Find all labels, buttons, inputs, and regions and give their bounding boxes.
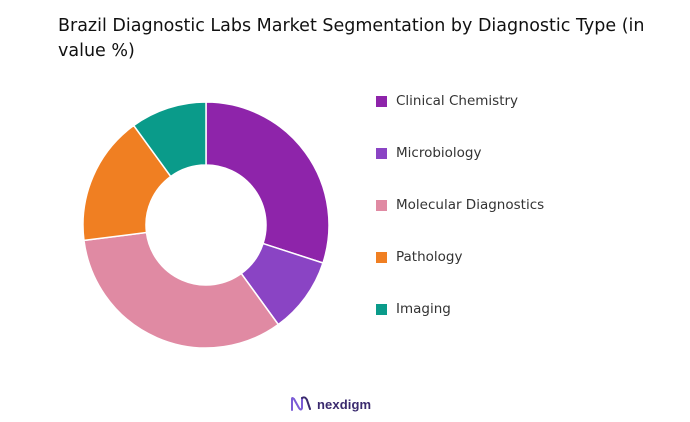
legend-label: Microbiology xyxy=(396,145,482,161)
legend-item-imaging: Imaging xyxy=(376,299,544,319)
brand-mark: nexdigm xyxy=(290,396,371,412)
nexdigm-logo-icon xyxy=(291,396,311,411)
donut-slice-molecular-diagnostics xyxy=(83,231,280,349)
legend-label: Imaging xyxy=(396,301,451,317)
chart-legend: Clinical Chemistry Microbiology Molecular … xyxy=(376,91,544,319)
legend-label: Molecular Diagnostics xyxy=(396,197,545,213)
legend-swatch xyxy=(376,147,387,159)
legend-item-pathology: Pathology xyxy=(376,247,544,267)
legend-swatch xyxy=(376,199,387,211)
legend-label: Clinical Chemistry xyxy=(396,93,519,109)
legend-label: Pathology xyxy=(396,249,463,265)
legend-item-molecular-diagnostics: Molecular Diagnostics xyxy=(376,195,544,215)
legend-swatch xyxy=(376,303,387,315)
legend-item-microbiology: Microbiology xyxy=(376,143,544,163)
donut-slice-clinical-chemistry xyxy=(205,101,330,264)
donut-slice-pathology xyxy=(82,124,172,242)
brand-name: nexdigm xyxy=(317,396,372,412)
legend-swatch xyxy=(376,95,387,107)
chart-title: Brazil Diagnostic Labs Market Segmentati… xyxy=(58,16,645,61)
donut-slice-imaging xyxy=(132,101,207,178)
legend-swatch xyxy=(376,251,387,263)
legend-item-clinical-chemistry: Clinical Chemistry xyxy=(376,91,544,111)
donut-slices xyxy=(82,101,330,349)
